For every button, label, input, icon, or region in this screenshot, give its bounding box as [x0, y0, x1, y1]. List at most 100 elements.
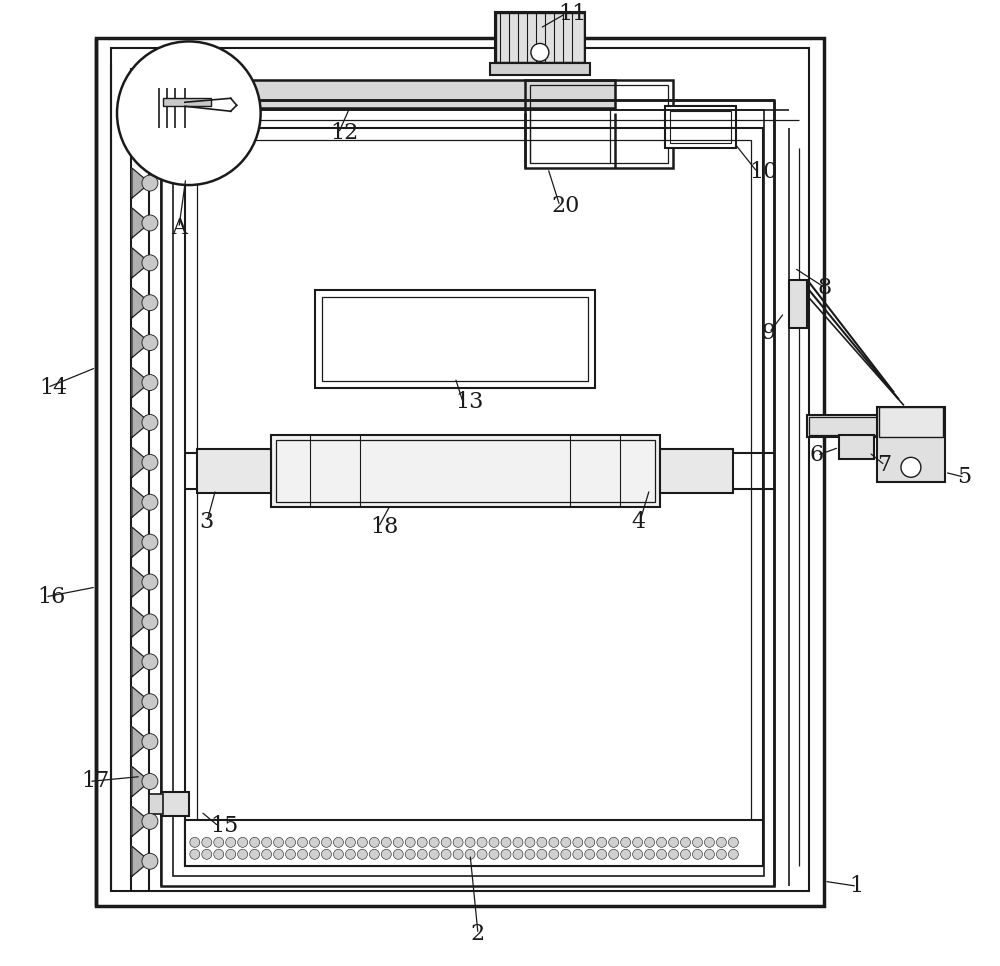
- Polygon shape: [132, 807, 150, 837]
- Circle shape: [609, 849, 619, 860]
- Circle shape: [561, 849, 571, 860]
- Circle shape: [704, 849, 714, 860]
- Bar: [525, 80, 673, 168]
- Bar: [530, 85, 668, 163]
- Circle shape: [142, 255, 158, 270]
- Bar: [665, 106, 736, 148]
- Circle shape: [716, 838, 726, 847]
- Circle shape: [142, 774, 158, 789]
- Circle shape: [901, 457, 921, 477]
- Bar: [149, 794, 163, 814]
- Circle shape: [728, 838, 738, 847]
- Circle shape: [633, 849, 643, 860]
- Circle shape: [142, 534, 158, 550]
- Bar: [161, 80, 615, 108]
- Text: 12: 12: [330, 122, 359, 144]
- Circle shape: [345, 849, 355, 860]
- Circle shape: [513, 849, 523, 860]
- Circle shape: [645, 838, 655, 847]
- Bar: [163, 99, 211, 106]
- Circle shape: [142, 694, 158, 710]
- Circle shape: [585, 838, 595, 847]
- Circle shape: [321, 849, 331, 860]
- Circle shape: [501, 838, 511, 847]
- Circle shape: [274, 849, 284, 860]
- Bar: [271, 436, 660, 507]
- Text: 8: 8: [817, 277, 831, 298]
- Circle shape: [262, 849, 272, 860]
- Circle shape: [142, 175, 158, 191]
- Circle shape: [573, 849, 583, 860]
- Circle shape: [669, 849, 679, 860]
- Circle shape: [142, 96, 158, 111]
- Circle shape: [142, 135, 158, 151]
- Text: 4: 4: [632, 511, 646, 533]
- Bar: [161, 100, 774, 886]
- Circle shape: [537, 849, 547, 860]
- Text: 18: 18: [370, 516, 399, 538]
- Circle shape: [405, 849, 415, 860]
- Circle shape: [669, 838, 679, 847]
- Circle shape: [657, 849, 667, 860]
- Bar: [495, 12, 585, 64]
- Circle shape: [681, 849, 690, 860]
- Polygon shape: [132, 368, 150, 397]
- Circle shape: [250, 838, 260, 847]
- Circle shape: [274, 838, 284, 847]
- Polygon shape: [132, 767, 150, 796]
- Bar: [496, 13, 584, 63]
- Circle shape: [238, 849, 248, 860]
- Circle shape: [357, 849, 367, 860]
- Text: A: A: [171, 217, 187, 239]
- Circle shape: [561, 838, 571, 847]
- Polygon shape: [132, 687, 150, 717]
- Circle shape: [250, 849, 260, 860]
- Circle shape: [692, 838, 702, 847]
- Polygon shape: [132, 288, 150, 318]
- Circle shape: [381, 838, 391, 847]
- Circle shape: [369, 849, 379, 860]
- Circle shape: [429, 849, 439, 860]
- Circle shape: [321, 838, 331, 847]
- Circle shape: [226, 849, 236, 860]
- Polygon shape: [132, 726, 150, 756]
- Circle shape: [525, 838, 535, 847]
- Circle shape: [142, 295, 158, 311]
- Circle shape: [381, 849, 391, 860]
- Circle shape: [226, 838, 236, 847]
- Polygon shape: [132, 168, 150, 198]
- Circle shape: [489, 838, 499, 847]
- Circle shape: [537, 838, 547, 847]
- Circle shape: [441, 849, 451, 860]
- Circle shape: [142, 574, 158, 590]
- Bar: [173, 110, 764, 876]
- Text: 1: 1: [849, 875, 863, 897]
- Circle shape: [345, 838, 355, 847]
- Polygon shape: [132, 487, 150, 517]
- Polygon shape: [132, 647, 150, 677]
- Circle shape: [477, 849, 487, 860]
- Circle shape: [142, 334, 158, 351]
- Bar: [789, 280, 807, 327]
- Bar: [315, 290, 595, 387]
- Text: 13: 13: [455, 391, 483, 413]
- Circle shape: [369, 838, 379, 847]
- Bar: [276, 440, 655, 502]
- Polygon shape: [132, 88, 150, 118]
- Circle shape: [142, 215, 158, 231]
- Polygon shape: [132, 527, 150, 557]
- Bar: [185, 820, 763, 867]
- Circle shape: [633, 838, 643, 847]
- Polygon shape: [132, 248, 150, 278]
- Text: 17: 17: [81, 771, 109, 792]
- Bar: [877, 408, 945, 482]
- Circle shape: [681, 838, 690, 847]
- Polygon shape: [132, 208, 150, 238]
- Bar: [807, 415, 892, 438]
- Circle shape: [585, 849, 595, 860]
- Circle shape: [190, 849, 200, 860]
- Circle shape: [465, 849, 475, 860]
- Circle shape: [238, 838, 248, 847]
- Circle shape: [214, 838, 224, 847]
- Circle shape: [393, 849, 403, 860]
